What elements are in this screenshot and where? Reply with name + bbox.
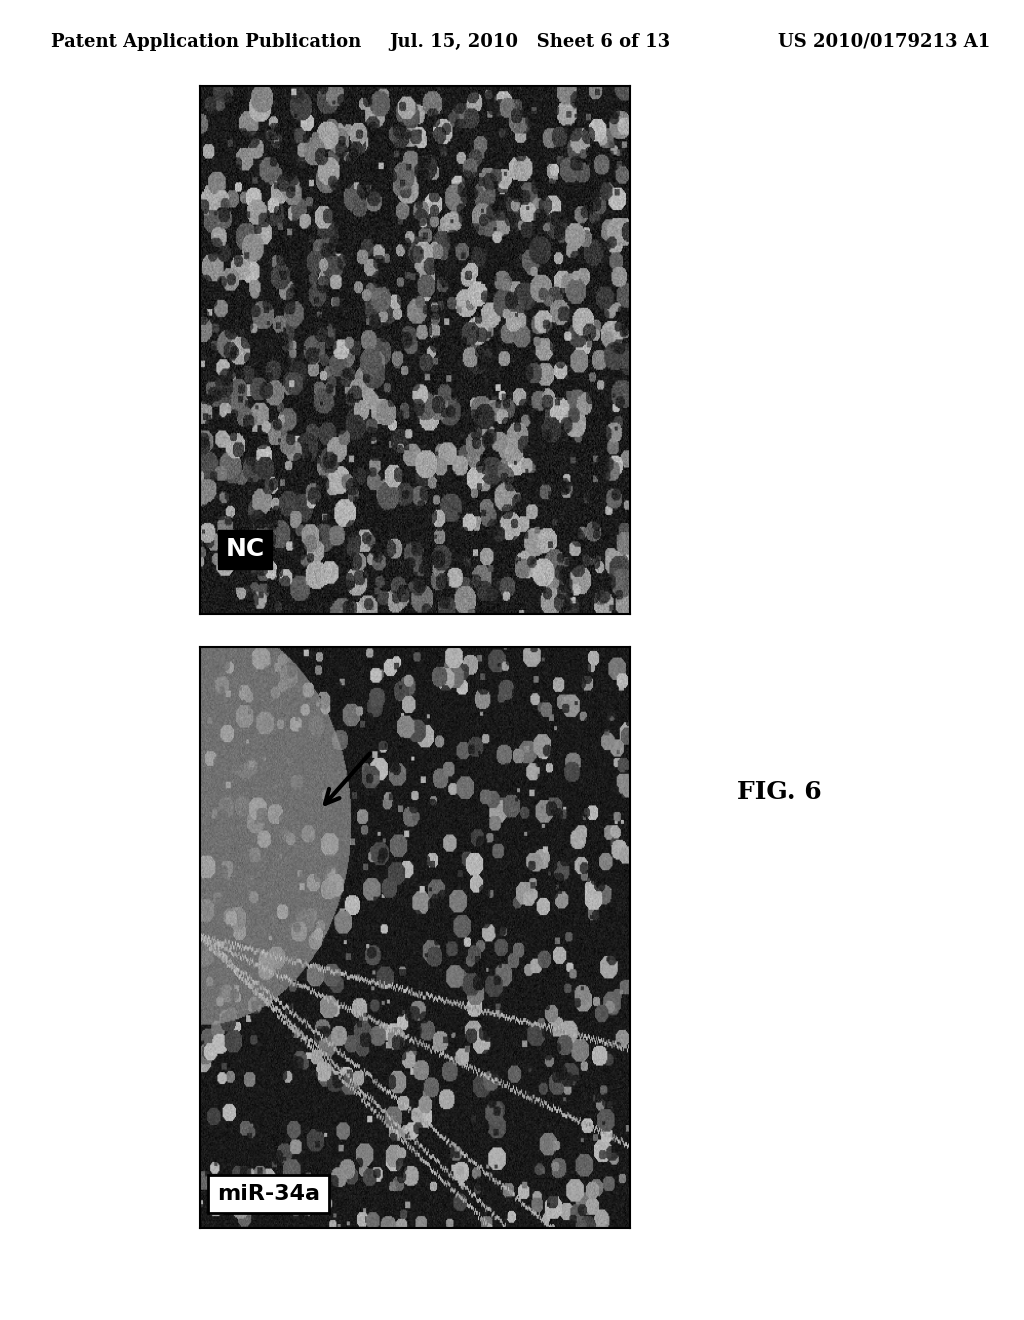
Text: miR-34a: miR-34a xyxy=(217,1184,319,1204)
Text: US 2010/0179213 A1: US 2010/0179213 A1 xyxy=(778,33,990,51)
Text: Patent Application Publication: Patent Application Publication xyxy=(51,33,361,51)
Text: NC: NC xyxy=(225,537,265,561)
Text: FIG. 6: FIG. 6 xyxy=(737,780,822,804)
Text: Jul. 15, 2010   Sheet 6 of 13: Jul. 15, 2010 Sheet 6 of 13 xyxy=(389,33,671,51)
